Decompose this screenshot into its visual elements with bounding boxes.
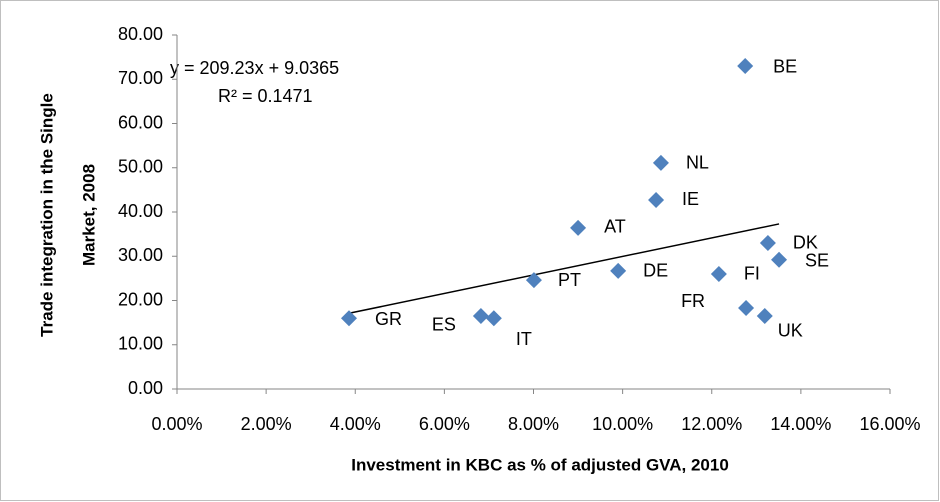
data-point [648, 192, 665, 209]
y-axis-title: Market, 2008 [79, 164, 98, 266]
data-point [759, 234, 776, 251]
point-label: GR [375, 309, 402, 329]
trendline [348, 223, 780, 315]
y-tick-label: 20.00 [118, 289, 163, 309]
data-point [341, 310, 358, 327]
x-tick-label: 6.00% [419, 414, 470, 434]
data-point [737, 57, 754, 74]
x-tick-label: 8.00% [508, 414, 559, 434]
point-label: BE [773, 57, 797, 77]
y-tick-label: 70.00 [118, 68, 163, 88]
y-tick-label: 50.00 [118, 157, 163, 177]
y-tick-label: 30.00 [118, 245, 163, 265]
data-point [738, 300, 755, 317]
trendline-r-squared: R² = 0.1471 [218, 86, 313, 106]
point-label: AT [604, 217, 626, 237]
y-tick-label: 80.00 [118, 24, 163, 44]
point-label: FR [681, 291, 705, 311]
data-point [610, 262, 627, 279]
point-label: SE [805, 251, 829, 271]
x-tick-label: 2.00% [241, 414, 292, 434]
x-tick-label: 14.00% [770, 414, 831, 434]
x-axis-title: Investment in KBC as % of adjusted GVA, … [351, 455, 729, 474]
y-tick-label: 10.00 [118, 334, 163, 354]
data-point [472, 307, 489, 324]
point-label: DK [793, 233, 818, 253]
y-tick-label: 0.00 [128, 378, 163, 398]
y-tick-label: 60.00 [118, 112, 163, 132]
point-label: UK [778, 321, 803, 341]
data-point [570, 219, 587, 236]
x-tick-label: 12.00% [681, 414, 742, 434]
x-tick-label: 4.00% [330, 414, 381, 434]
data-point [710, 265, 727, 282]
data-point [485, 310, 502, 327]
x-tick-label: 0.00% [151, 414, 202, 434]
point-label: ES [432, 315, 456, 335]
x-tick-label: 10.00% [592, 414, 653, 434]
point-label: DE [643, 261, 668, 281]
x-tick-label: 16.00% [859, 414, 920, 434]
point-label: PT [558, 270, 581, 290]
y-axis-title: Trade integration in the Single [37, 93, 56, 337]
point-label: IE [682, 189, 699, 209]
data-point [756, 307, 773, 324]
point-label: FI [744, 264, 760, 284]
y-tick-label: 40.00 [118, 201, 163, 221]
data-point [771, 251, 788, 268]
data-point [525, 272, 542, 289]
point-label: IT [516, 329, 532, 349]
point-label: NL [686, 153, 709, 173]
trendline-equation: y = 209.23x + 9.0365 [170, 58, 339, 78]
data-point [652, 154, 669, 171]
